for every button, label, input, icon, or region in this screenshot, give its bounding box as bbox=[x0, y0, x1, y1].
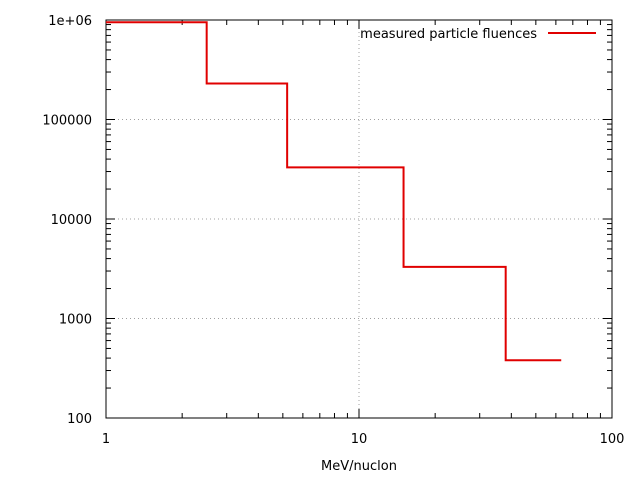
y-tick-label: 100 bbox=[67, 412, 92, 427]
y-tick-labels: 100 1000 10000 100000 1e+06 bbox=[42, 14, 92, 427]
x-tick-label: 10 bbox=[351, 432, 368, 447]
x-tick-labels: 1 10 100 bbox=[102, 432, 625, 447]
y-tick-label: 10000 bbox=[51, 213, 92, 228]
x-axis-title: MeV/nuclon bbox=[321, 459, 397, 474]
x-tick-label: 1 bbox=[102, 432, 110, 447]
series-layer bbox=[106, 21, 562, 362]
plot-frame bbox=[105, 19, 613, 419]
x-tick-label: 100 bbox=[600, 432, 625, 447]
y-tick-label: 1e+06 bbox=[48, 14, 92, 29]
y-tick-label: 100000 bbox=[42, 114, 92, 129]
legend: measured particle fluences bbox=[360, 27, 596, 42]
series-line bbox=[106, 21, 562, 362]
y-tick-label: 1000 bbox=[59, 313, 92, 328]
legend-label: measured particle fluences bbox=[360, 27, 537, 42]
grid bbox=[106, 20, 612, 418]
